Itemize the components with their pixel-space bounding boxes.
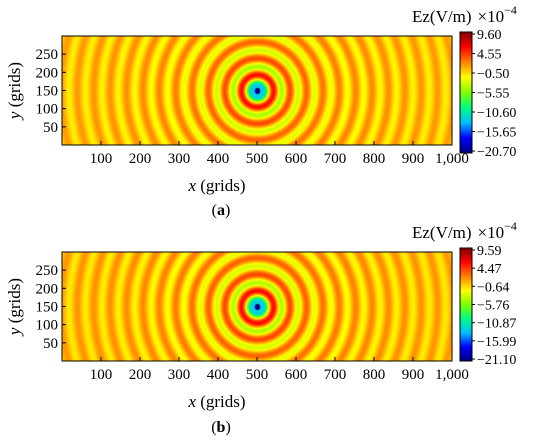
- panel-caption: (a): [212, 202, 231, 219]
- x-tick-label: 800: [363, 151, 386, 167]
- y-tick-label: 200: [36, 65, 59, 81]
- y-axis-label: y (grids): [5, 62, 24, 121]
- colorbar-exponent: −4: [504, 219, 517, 233]
- colorbar-title: Ez(V/m) ×10−4: [412, 219, 517, 242]
- x-tick-label: 100: [90, 151, 113, 167]
- x-tick-label: 600: [285, 367, 308, 383]
- y-tick-label: 50: [43, 120, 58, 136]
- colorbar-title-unit: Ez(V/m): [412, 223, 471, 242]
- x-tick-label: 1,000: [435, 151, 469, 167]
- chart-panel-a: 100 200 300 400 500 600 700 800 900 1,000 50 100 150…: [5, 3, 517, 219]
- colorbar-tick-label: −21.10: [477, 353, 516, 368]
- x-axis-label: x (grids): [187, 176, 245, 195]
- panel-caption: (b): [211, 419, 231, 436]
- x-tick-label: 1,000: [435, 367, 469, 383]
- caption-open: (: [211, 419, 216, 436]
- y-tick-label: 100: [36, 318, 59, 334]
- colorbar-tick-label: −15.65: [477, 126, 516, 141]
- caption-letter: a: [217, 202, 225, 219]
- caption-close: ): [225, 419, 230, 436]
- y-tick-label: 200: [36, 281, 59, 297]
- x-axis-label: x (grids): [187, 392, 245, 411]
- x-tick-label: 900: [402, 151, 425, 167]
- heatmap-image: [62, 252, 452, 361]
- colorbar: [459, 247, 473, 362]
- x-tick-label: 700: [324, 151, 347, 167]
- y-axis-label-var: y: [5, 327, 24, 337]
- caption-close: ): [225, 202, 230, 219]
- x-tick-label: 200: [129, 367, 152, 383]
- y-tick-label: 50: [43, 336, 58, 352]
- colorbar-multiplier: ×10: [477, 7, 504, 26]
- colorbar-tick-label: 9.60: [477, 28, 502, 43]
- colorbar-tick-label: 4.47: [477, 262, 502, 277]
- colorbar-tick-label: −5.76: [477, 299, 509, 314]
- y-tick-label: 100: [36, 102, 59, 118]
- y-axis-label-unit: (grids): [5, 278, 24, 328]
- x-tick-label: 300: [168, 367, 191, 383]
- y-axis-label: y (grids): [5, 278, 24, 337]
- x-tick-label: 500: [246, 151, 269, 167]
- y-tick-label: 150: [36, 300, 59, 316]
- colorbar-tick-label: −0.64: [477, 280, 509, 295]
- colorbar-tick-label: 9.59: [477, 244, 502, 259]
- colorbar-tick-label: 4.55: [477, 48, 502, 63]
- x-tick-label: 400: [207, 151, 230, 167]
- colorbar-exponent: −4: [504, 3, 517, 17]
- caption-open: (: [212, 202, 217, 219]
- y-tick-label: 250: [36, 263, 59, 279]
- colorbar-tick-label: −20.70: [477, 145, 516, 160]
- x-tick-label: 800: [363, 367, 386, 383]
- x-tick-label: 400: [207, 367, 230, 383]
- x-tick-label: 300: [168, 151, 191, 167]
- y-axis-label-var: y: [5, 111, 24, 121]
- x-tick-label: 500: [246, 367, 269, 383]
- colorbar-tick-label: −10.87: [477, 317, 516, 332]
- colorbar-tick-label: −10.60: [477, 106, 516, 121]
- x-axis-label-var: x: [187, 176, 196, 195]
- x-tick-label: 100: [90, 367, 113, 383]
- x-axis-label-var: x: [187, 392, 196, 411]
- colorbar-tick-label: −5.55: [477, 87, 509, 102]
- y-tick-label: 250: [36, 47, 59, 63]
- x-tick-label: 200: [129, 151, 152, 167]
- x-axis-label-unit: (grids): [196, 392, 246, 411]
- colorbar-multiplier: ×10: [477, 223, 504, 242]
- chart-panel-b: 100 200 300 400 500 600 700 800 900 1,000 50 100 150…: [5, 219, 517, 436]
- caption-letter: b: [217, 419, 226, 436]
- x-tick-label: 700: [324, 367, 347, 383]
- y-axis-label-unit: (grids): [5, 62, 24, 112]
- x-tick-label: 600: [285, 151, 308, 167]
- heatmap-image: [62, 36, 452, 145]
- colorbar-title: Ez(V/m) ×10−4: [412, 3, 517, 26]
- colorbar-tick-label: −15.99: [477, 335, 516, 350]
- colorbar-tick-label: −0.50: [477, 67, 509, 82]
- colorbar-title-unit: Ez(V/m): [412, 7, 471, 26]
- x-axis-label-unit: (grids): [196, 176, 246, 195]
- x-tick-label: 900: [402, 367, 425, 383]
- colorbar: [459, 31, 473, 154]
- y-tick-label: 150: [36, 84, 59, 100]
